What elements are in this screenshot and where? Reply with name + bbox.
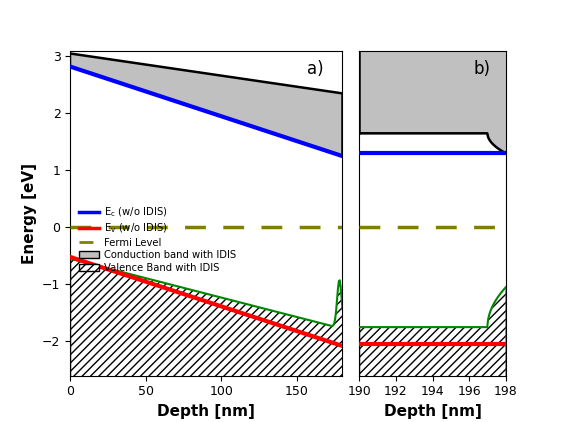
Legend: $\mathregular{E_c}$ (w/o IDIS), $\mathregular{E_v}$ (w/o IDIS), Fermi Level, Con: $\mathregular{E_c}$ (w/o IDIS), $\mathre… bbox=[75, 202, 241, 277]
Text: b): b) bbox=[474, 60, 491, 78]
X-axis label: Depth [nm]: Depth [nm] bbox=[157, 404, 255, 419]
X-axis label: Depth [nm]: Depth [nm] bbox=[384, 404, 482, 419]
Text: a): a) bbox=[307, 60, 324, 78]
Y-axis label: Energy [eV]: Energy [eV] bbox=[21, 162, 37, 264]
